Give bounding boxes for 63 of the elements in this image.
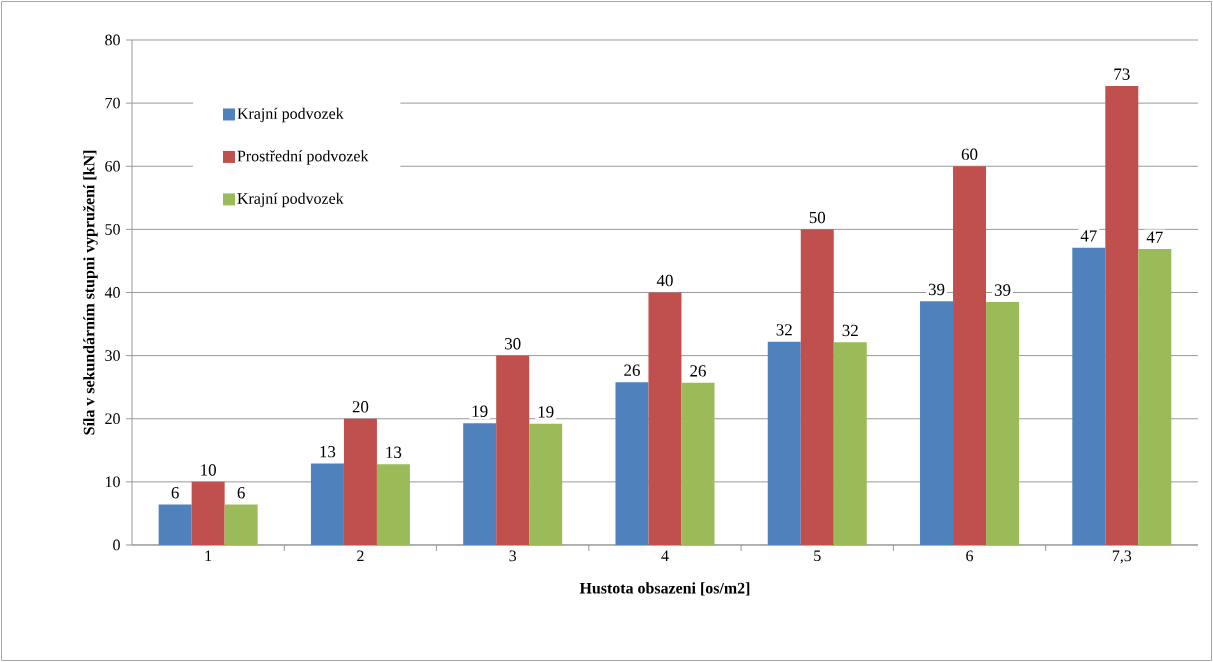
data-label: 20	[352, 401, 369, 413]
y-tick-label: 80	[105, 34, 120, 46]
bar	[496, 355, 530, 545]
data-label: 19	[472, 405, 488, 417]
x-tick-label: 6	[966, 550, 974, 562]
bar	[224, 504, 258, 545]
data-label: 30	[505, 337, 521, 350]
y-tick-label: 60	[105, 160, 120, 172]
y-tick-label: 0	[113, 539, 120, 551]
bar	[953, 166, 987, 545]
x-axis-title: Hustota obsazeni [os/m2]	[579, 582, 750, 596]
x-tick-label: 7,3	[1112, 550, 1132, 564]
x-tick-label: 4	[661, 550, 669, 561]
bar	[986, 301, 1020, 545]
bar	[615, 382, 649, 545]
data-label: 6	[237, 487, 245, 499]
x-tick-label: 1	[205, 550, 212, 562]
y-axis-title: Síla v sekundárním stupni vypružení [kN]	[83, 150, 98, 435]
data-label: 26	[624, 364, 640, 376]
data-label: 10	[201, 464, 216, 476]
data-label: 47	[1080, 230, 1097, 242]
bar	[310, 463, 344, 545]
bar	[681, 382, 715, 545]
data-label: 39	[928, 283, 945, 296]
data-label: 47	[1146, 231, 1163, 243]
x-tick-label: 5	[814, 550, 821, 562]
legend-label: Krajní podvozek	[237, 107, 344, 123]
y-tick-label: 30	[105, 350, 120, 361]
bar	[158, 504, 192, 545]
bar	[920, 301, 954, 545]
bar	[1105, 86, 1139, 545]
data-label: 32	[776, 324, 792, 336]
bar	[463, 423, 497, 545]
data-label: 19	[538, 406, 554, 418]
x-tick-label: 3	[509, 550, 517, 562]
bar	[833, 342, 867, 545]
data-label: 32	[842, 324, 858, 337]
data-label: 13	[386, 446, 402, 458]
bar	[1138, 248, 1172, 545]
bar	[648, 292, 682, 545]
data-label: 40	[656, 274, 673, 287]
data-label: 50	[809, 211, 826, 224]
y-tick-label: 50	[105, 223, 120, 235]
data-label: 60	[961, 148, 978, 161]
data-label: 73	[1114, 68, 1130, 80]
legend-label: Prostřední podvozek	[237, 150, 369, 165]
bar	[343, 418, 377, 545]
bar	[1072, 247, 1106, 545]
y-tick-label: 20	[105, 413, 120, 425]
data-label: 26	[690, 365, 706, 377]
bar	[191, 481, 225, 545]
bar	[529, 423, 563, 545]
bar	[800, 229, 834, 545]
data-label: 13	[320, 445, 336, 458]
bar	[376, 464, 410, 545]
y-tick-label: 10	[105, 476, 120, 488]
y-tick-label: 40	[104, 287, 120, 298]
x-tick-label: 2	[357, 550, 364, 562]
legend-label: Krajní podvozek	[237, 192, 344, 208]
bar	[767, 341, 801, 545]
data-label: 6	[171, 487, 179, 499]
y-tick-label: 70	[105, 97, 120, 109]
data-label: 39	[994, 284, 1011, 296]
